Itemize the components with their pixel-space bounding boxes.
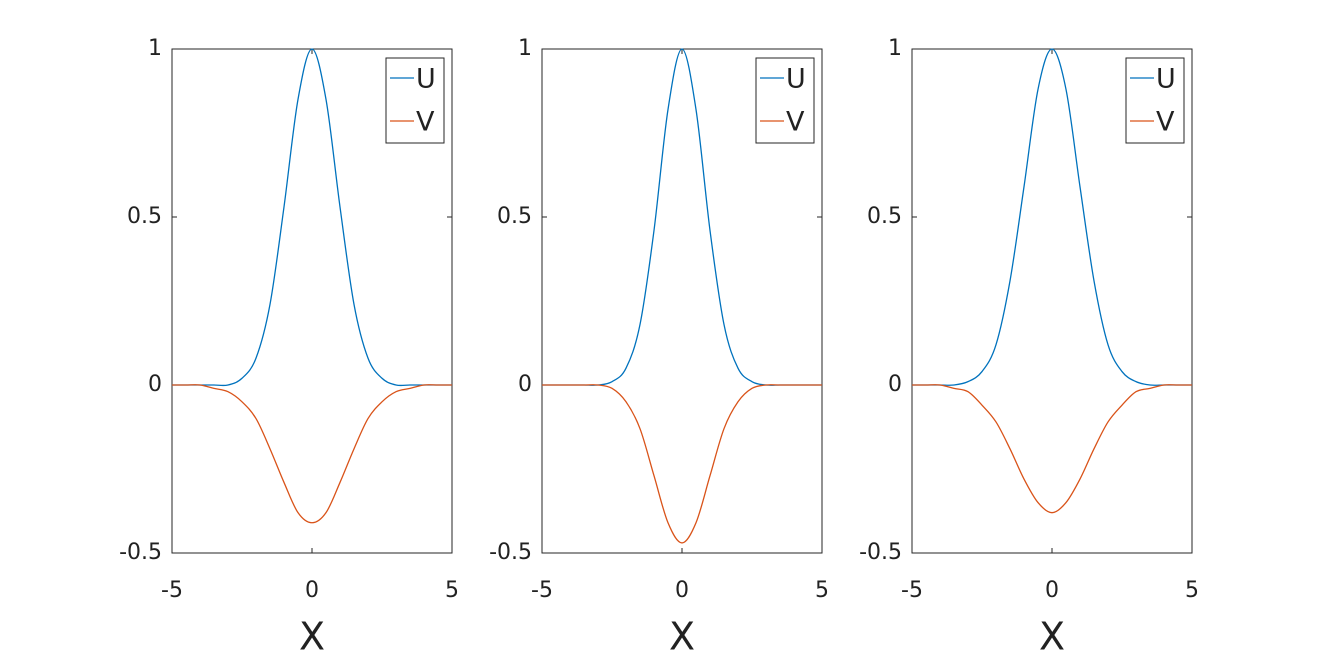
y-tick-label: 0 [518, 372, 532, 397]
x-axis-label: X [299, 615, 325, 659]
series-line [912, 384, 1192, 514]
legend-label: V [1156, 107, 1175, 138]
x-tick-label: 0 [1045, 578, 1059, 603]
x-tick-label: -5 [161, 578, 183, 603]
x-tick-label: 0 [305, 578, 319, 603]
series-line [172, 48, 452, 387]
x-tick-label: 5 [1185, 578, 1199, 603]
y-tick-label: -0.5 [859, 540, 902, 565]
legend-label: V [416, 107, 435, 138]
y-tick-label: 0.5 [867, 204, 902, 229]
x-tick-label: 5 [445, 578, 459, 603]
x-tick-label: 5 [815, 578, 829, 603]
x-axis-label: X [669, 615, 695, 659]
y-tick-label: 1 [148, 36, 162, 61]
legend-box [755, 57, 815, 144]
series-line [172, 384, 452, 524]
x-axis-label: X [1039, 615, 1065, 659]
legend-label: U [1156, 64, 1176, 95]
y-tick-label: 0 [148, 372, 162, 397]
legend-box [385, 57, 445, 144]
y-tick-label: 0.5 [127, 204, 162, 229]
y-tick-label: -0.5 [489, 540, 532, 565]
y-tick-label: -0.5 [119, 540, 162, 565]
legend-label: U [786, 64, 806, 95]
y-tick-label: 1 [518, 36, 532, 61]
series-line [542, 384, 822, 544]
y-tick-label: 1 [888, 36, 902, 61]
legend-box [1125, 57, 1185, 144]
x-tick-label: -5 [901, 578, 923, 603]
x-tick-label: 0 [675, 578, 689, 603]
legend-label: V [786, 107, 805, 138]
legend-label: U [416, 64, 436, 95]
y-tick-label: 0 [888, 372, 902, 397]
y-tick-label: 0.5 [497, 204, 532, 229]
x-tick-label: -5 [531, 578, 553, 603]
series-line [912, 48, 1192, 386]
